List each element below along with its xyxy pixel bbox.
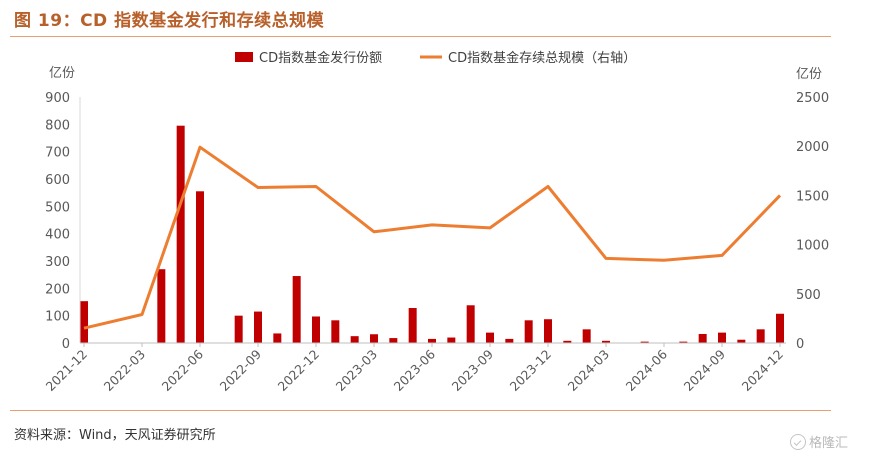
right-tick-label: 1000 bbox=[796, 239, 829, 254]
left-tick-label: 300 bbox=[45, 255, 70, 270]
bar-2024-12 bbox=[776, 313, 784, 343]
bar-2024-03 bbox=[602, 340, 610, 343]
legend: CD指数基金发行份额 CD指数基金存续总规模（右轴） bbox=[235, 50, 636, 66]
bar-2023-03 bbox=[370, 334, 378, 343]
right-tick-label: 2000 bbox=[796, 140, 829, 155]
left-tick-label: 600 bbox=[45, 173, 70, 188]
left-tick-label: 100 bbox=[45, 310, 70, 325]
tick-labels: 0 100 200 300 400 500 600 700 800 900 亿份 0 500 1000 15… bbox=[43, 66, 830, 394]
x-tick-label: 2024-06 bbox=[623, 346, 671, 394]
source-note: 资料来源：Wind，天风证券研究所 bbox=[14, 428, 216, 443]
legend-line-label: CD指数基金存续总规模（右轴） bbox=[448, 50, 636, 66]
bar-2023-04 bbox=[389, 338, 398, 343]
x-tick-label: 2023-03 bbox=[333, 347, 381, 395]
x-tick-label: 2023-12 bbox=[507, 347, 555, 395]
right-axis-unit: 亿份 bbox=[796, 67, 822, 82]
right-tick-label: 500 bbox=[796, 288, 821, 303]
bar-2023-10 bbox=[505, 338, 514, 343]
bar-2023-07 bbox=[447, 337, 456, 343]
scale-line bbox=[83, 145, 782, 330]
bar-2021-12 bbox=[80, 301, 88, 343]
bar-2024-05 bbox=[640, 341, 649, 343]
legend-bar-label: CD指数基金发行份额 bbox=[259, 50, 382, 66]
bar-2023-09 bbox=[486, 332, 494, 343]
left-tick-label: 800 bbox=[45, 118, 70, 133]
x-tick-label: 2023-06 bbox=[391, 346, 439, 394]
right-tick-label: 1500 bbox=[796, 189, 829, 204]
x-tick-label: 2024-12 bbox=[739, 347, 787, 395]
left-tick-label: 900 bbox=[45, 91, 70, 106]
bar-2023-05 bbox=[408, 308, 417, 343]
watermark-text: 格隆汇 bbox=[809, 436, 849, 451]
bar-2024-10 bbox=[737, 339, 746, 343]
bar-2023-06 bbox=[428, 338, 436, 343]
bar-2022-09 bbox=[254, 311, 262, 343]
line-series bbox=[83, 145, 782, 330]
bar-2022-11 bbox=[292, 276, 301, 343]
watermark: 格隆汇 bbox=[790, 432, 848, 451]
x-tick-label: 2022-06 bbox=[159, 346, 207, 394]
left-axis-unit: 亿份 bbox=[49, 66, 75, 81]
chart-axes bbox=[79, 97, 786, 347]
bar-2023-11 bbox=[524, 320, 533, 343]
x-tick-label: 2021-12 bbox=[43, 347, 91, 395]
left-tick-label: 500 bbox=[45, 200, 70, 215]
x-tick-label: 2022-03 bbox=[101, 347, 149, 395]
bar-2022-12 bbox=[312, 316, 320, 343]
right-tick-label: 0 bbox=[796, 337, 804, 352]
figure-title: 图 19：CD 指数基金发行和存续总规模 bbox=[14, 11, 325, 31]
bar-2022-04 bbox=[157, 269, 166, 343]
footer-divider bbox=[10, 410, 831, 411]
left-tick-label: 0 bbox=[62, 337, 70, 352]
right-tick-label: 2500 bbox=[796, 91, 829, 106]
bar-2024-11 bbox=[756, 329, 765, 343]
bar-2024-02 bbox=[582, 329, 591, 343]
bar-2024-08 bbox=[698, 333, 707, 343]
bar-2023-12 bbox=[544, 319, 552, 343]
left-tick-label: 200 bbox=[45, 282, 70, 297]
bar-series bbox=[80, 125, 784, 343]
bar-2023-08 bbox=[466, 305, 475, 343]
watermark-logo-icon bbox=[790, 433, 806, 450]
bar-2024-01 bbox=[563, 340, 572, 343]
title-divider bbox=[10, 36, 831, 37]
bar-2023-01 bbox=[331, 320, 340, 343]
bar-2022-06 bbox=[196, 191, 204, 343]
bar-2022-05 bbox=[176, 125, 185, 343]
left-tick-label: 400 bbox=[45, 228, 70, 243]
bar-2022-10 bbox=[273, 333, 282, 343]
bar-2024-09 bbox=[718, 332, 726, 343]
bar-2022-08 bbox=[234, 315, 243, 343]
x-tick-label: 2024-09 bbox=[681, 346, 729, 394]
bar-2023-02 bbox=[350, 336, 359, 343]
x-tick-label: 2022-12 bbox=[275, 347, 323, 395]
x-tick-label: 2024-03 bbox=[565, 347, 613, 395]
bar-2024-07 bbox=[679, 341, 688, 343]
x-tick-label: 2023-09 bbox=[449, 346, 497, 394]
legend-bar-swatch bbox=[235, 52, 253, 62]
left-tick-label: 700 bbox=[45, 146, 70, 161]
x-tick-label: 2022-09 bbox=[217, 346, 265, 394]
